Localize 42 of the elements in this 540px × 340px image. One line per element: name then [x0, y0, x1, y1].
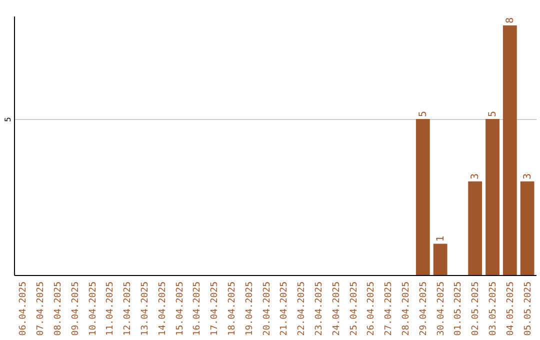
x-tick-label: 21.04.2025	[280, 282, 290, 336]
x-tick-label: 12.04.2025	[123, 282, 134, 336]
x-tick-label: 14.04.2025	[158, 282, 168, 336]
x-tick-label: 15.04.2025	[175, 282, 186, 336]
x-tick-label: 24.04.2025	[332, 282, 342, 336]
x-tick-label: 13.04.2025	[140, 282, 150, 336]
bar	[502, 25, 517, 275]
bar	[486, 118, 500, 275]
x-tick-label: 04.05.2025	[506, 282, 516, 336]
x-tick-label: 06.04.2025	[18, 282, 29, 336]
x-tick-label: 09.04.2025	[70, 282, 81, 336]
x-tick-label: 05.05.2025	[523, 282, 534, 336]
bar	[433, 244, 448, 275]
x-tick-label: 08.04.2025	[54, 282, 64, 336]
data-label: 5	[418, 110, 429, 117]
x-tick-label: 07.04.2025	[36, 282, 46, 336]
data-label: 5	[488, 110, 498, 117]
x-tick-label: 23.04.2025	[314, 282, 324, 336]
x-tick-label: 11.04.2025	[106, 282, 116, 336]
x-tick-label: 16.04.2025	[192, 282, 203, 336]
x-tick-label: 10.04.2025	[88, 282, 98, 336]
bar	[416, 118, 430, 275]
x-tick-label: 18.04.2025	[228, 282, 238, 336]
x-tick-label: 26.04.2025	[366, 282, 377, 336]
x-tick-label: 02.05.2025	[471, 282, 482, 336]
x-tick-label: 27.04.2025	[384, 282, 394, 336]
data-label: 1	[435, 236, 446, 242]
data-label: 8	[504, 17, 516, 24]
x-tick-label: 20.04.2025	[262, 282, 272, 336]
x-tick-label: 19.04.2025	[244, 282, 255, 336]
bar	[520, 181, 534, 275]
x-tick-label: 01.05.2025	[454, 282, 464, 336]
x-tick-label: 28.04.2025	[402, 282, 412, 336]
x-tick-label: 22.04.2025	[297, 282, 308, 336]
x-tick-label: 25.04.2025	[349, 282, 360, 336]
data-label: 3	[522, 173, 534, 180]
data-label: 3	[470, 173, 482, 180]
x-tick-label: 03.05.2025	[488, 282, 498, 336]
bar	[468, 181, 482, 275]
x-tick-label: 17.04.2025	[210, 282, 220, 336]
x-tick-label: 30.04.2025	[436, 282, 446, 336]
x-tick-label: 29.04.2025	[418, 282, 429, 336]
